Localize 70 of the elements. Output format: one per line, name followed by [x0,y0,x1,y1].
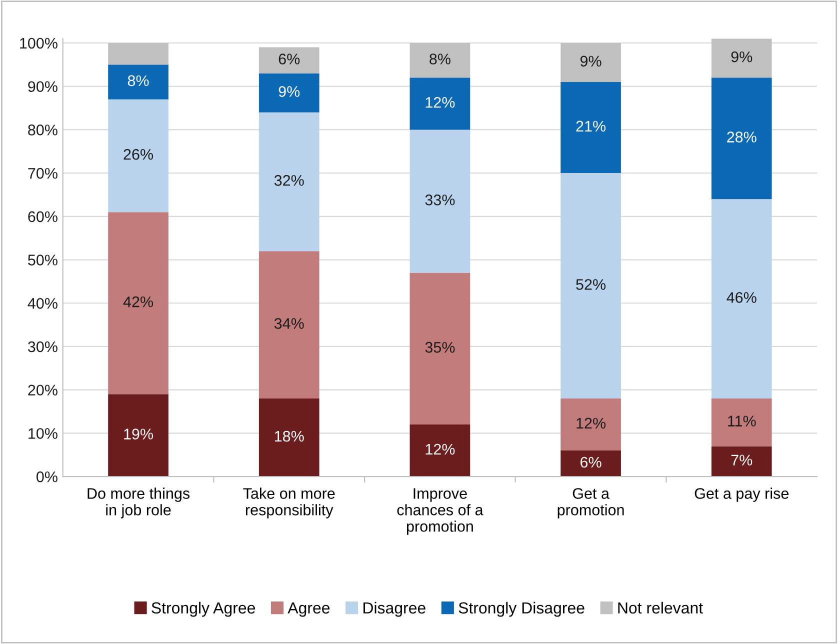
y-tick-label: 90% [28,81,58,92]
x-tick-label: Improve chances of a promotion [397,488,484,535]
bar [108,212,168,394]
bar [108,42,168,65]
data-label: 33% [425,194,455,206]
y-tick-label: 30% [28,341,58,352]
data-label: 52% [576,279,606,290]
data-label: 12% [576,418,606,429]
data-label: 26% [124,148,154,160]
bar [560,398,621,451]
data-label: 8% [430,54,450,64]
data-label: 6% [278,54,300,64]
y-tick-label: 60% [28,211,58,222]
bar [560,82,621,174]
bar [258,112,320,252]
legend-label: Disagree [364,602,426,617]
bar [711,446,772,477]
bar [560,42,621,82]
data-label: 19% [124,428,154,440]
data-label: 9% [580,56,602,67]
data-label: 32% [274,175,304,186]
y-tick-label: 50% [28,254,58,266]
x-tick-label: Take on more responsibility [243,488,335,518]
data-label: 9% [731,51,752,62]
bar [258,73,320,112]
x-tick-label: Do more things in job role [88,488,190,518]
y-tick-label: 100% [20,38,58,49]
bar [410,272,470,425]
bar [410,130,470,273]
legend-label: Not relevant [618,602,703,614]
data-label: 6% [580,456,602,468]
bar [108,99,168,212]
data-label: 46% [726,292,756,303]
data-label: 42% [123,296,154,308]
data-label: 35% [425,342,455,353]
legend-label: Strongly Disagree [458,602,584,617]
bar [258,251,320,399]
bar [711,38,772,78]
data-label: 28% [727,132,756,142]
data-label: 18% [274,430,304,442]
y-tick-label: 10% [28,428,58,439]
data-label: 8% [128,75,149,86]
bar [711,199,772,399]
x-tick-label: Get a pay rise [694,488,789,502]
x-tick-label: Get a promotion [558,488,624,518]
y-tick-label: 70% [28,168,58,179]
bar [108,394,168,477]
data-label: 11% [728,416,756,426]
y-tick-label: 40% [28,298,58,309]
bar [560,450,621,477]
data-label: 12% [426,444,455,455]
bar [711,78,772,200]
data-label: 21% [576,120,606,132]
bar [410,42,470,78]
bar [410,424,470,477]
bar [258,398,320,477]
bar [560,173,621,399]
bar [410,78,470,130]
data-label: 12% [426,96,455,108]
bar [711,398,772,446]
data-label: 34% [274,318,304,329]
bar [108,64,168,100]
y-tick-label: 20% [28,384,58,396]
y-tick-label: 80% [28,124,58,136]
data-label: 7% [731,454,752,466]
legend-label: Agree [288,602,330,617]
bar [258,47,320,74]
y-tick-label: 0% [36,471,58,482]
legend-label: Strongly Agree [152,602,255,617]
data-label: 9% [278,86,300,97]
